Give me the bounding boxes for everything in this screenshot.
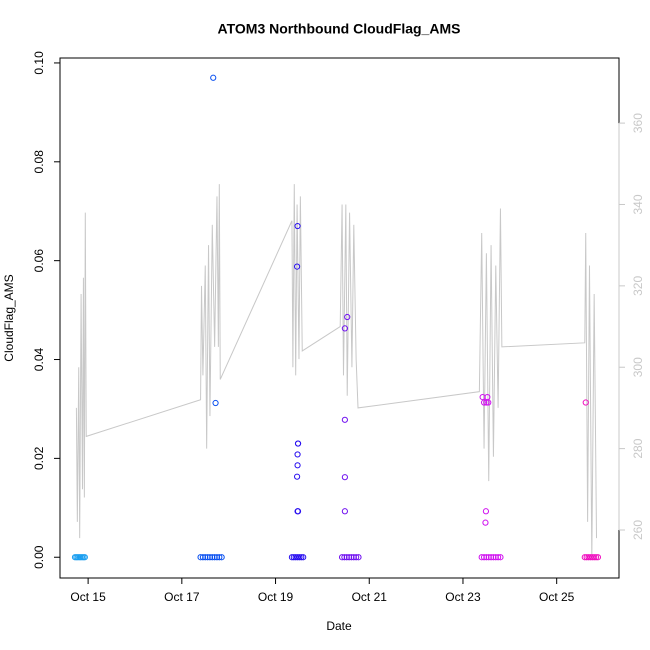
point <box>341 554 348 561</box>
x-tick-label: Oct 25 <box>539 590 575 604</box>
point <box>341 508 348 515</box>
point <box>479 393 486 401</box>
point <box>296 554 303 561</box>
point <box>341 325 348 332</box>
point <box>353 554 360 561</box>
point <box>341 474 348 481</box>
y2-tick-label: 360 <box>631 113 645 133</box>
y-tick-label: 0.02 <box>32 446 46 470</box>
point <box>490 554 497 561</box>
point <box>218 554 225 561</box>
point <box>480 399 488 406</box>
point <box>478 554 485 561</box>
point <box>483 554 490 561</box>
y2-tick-label: 340 <box>631 194 645 214</box>
point <box>348 554 355 561</box>
x-tick-label: Oct 15 <box>70 590 106 604</box>
point <box>582 399 589 406</box>
point <box>294 462 301 469</box>
x-tick-label: Oct 23 <box>445 590 481 604</box>
point <box>338 554 346 561</box>
point <box>294 508 302 515</box>
line <box>75 184 598 559</box>
point <box>300 554 307 561</box>
point <box>298 554 305 561</box>
point <box>204 554 211 561</box>
y-tick-label: 0.00 <box>32 545 46 569</box>
y2-tick-label: 300 <box>631 357 645 377</box>
x-tick-label: Oct 21 <box>352 590 388 604</box>
point <box>482 508 490 515</box>
point <box>497 554 504 561</box>
y-tick-label: 0.10 <box>32 51 46 75</box>
point <box>346 554 353 561</box>
point <box>213 554 221 561</box>
point <box>294 451 301 458</box>
point <box>197 554 204 561</box>
point <box>209 554 216 561</box>
point <box>343 554 350 561</box>
point <box>210 74 217 81</box>
point <box>487 554 495 561</box>
plot-area <box>71 74 602 561</box>
chart-title: ATOM3 Northbound CloudFlag_AMS <box>218 21 461 37</box>
x-tick-label: Oct 19 <box>258 590 294 604</box>
point <box>594 554 602 561</box>
y2-tick-label: 280 <box>631 438 645 458</box>
point <box>202 554 209 561</box>
point <box>216 554 223 561</box>
point <box>495 554 502 561</box>
point <box>344 313 351 321</box>
y2-tick-label: 320 <box>631 276 645 296</box>
point <box>355 554 362 561</box>
point <box>350 554 357 561</box>
point <box>294 440 302 447</box>
point <box>211 554 218 561</box>
x-tick-label: Oct 17 <box>164 590 200 604</box>
point <box>212 399 219 407</box>
point <box>485 399 492 406</box>
point <box>485 554 492 561</box>
point <box>592 554 600 561</box>
y2-tick-label: 260 <box>631 520 645 540</box>
y-tick-label: 0.04 <box>32 348 46 372</box>
point <box>199 554 207 561</box>
point <box>293 263 301 270</box>
point <box>480 554 488 561</box>
y-axis-label: CloudFlag_AMS <box>2 274 16 361</box>
point <box>591 554 598 561</box>
point <box>492 554 499 561</box>
point <box>482 519 489 526</box>
y-tick-label: 0.06 <box>32 249 46 273</box>
point <box>81 554 88 561</box>
x-axis-label: Date <box>326 619 352 633</box>
y-tick-label: 0.08 <box>32 150 46 174</box>
point <box>293 473 301 480</box>
point <box>341 416 348 423</box>
point <box>294 222 301 230</box>
point <box>206 554 214 561</box>
